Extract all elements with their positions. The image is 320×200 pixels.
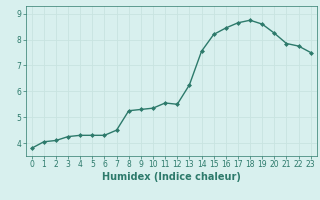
X-axis label: Humidex (Indice chaleur): Humidex (Indice chaleur) [102,172,241,182]
